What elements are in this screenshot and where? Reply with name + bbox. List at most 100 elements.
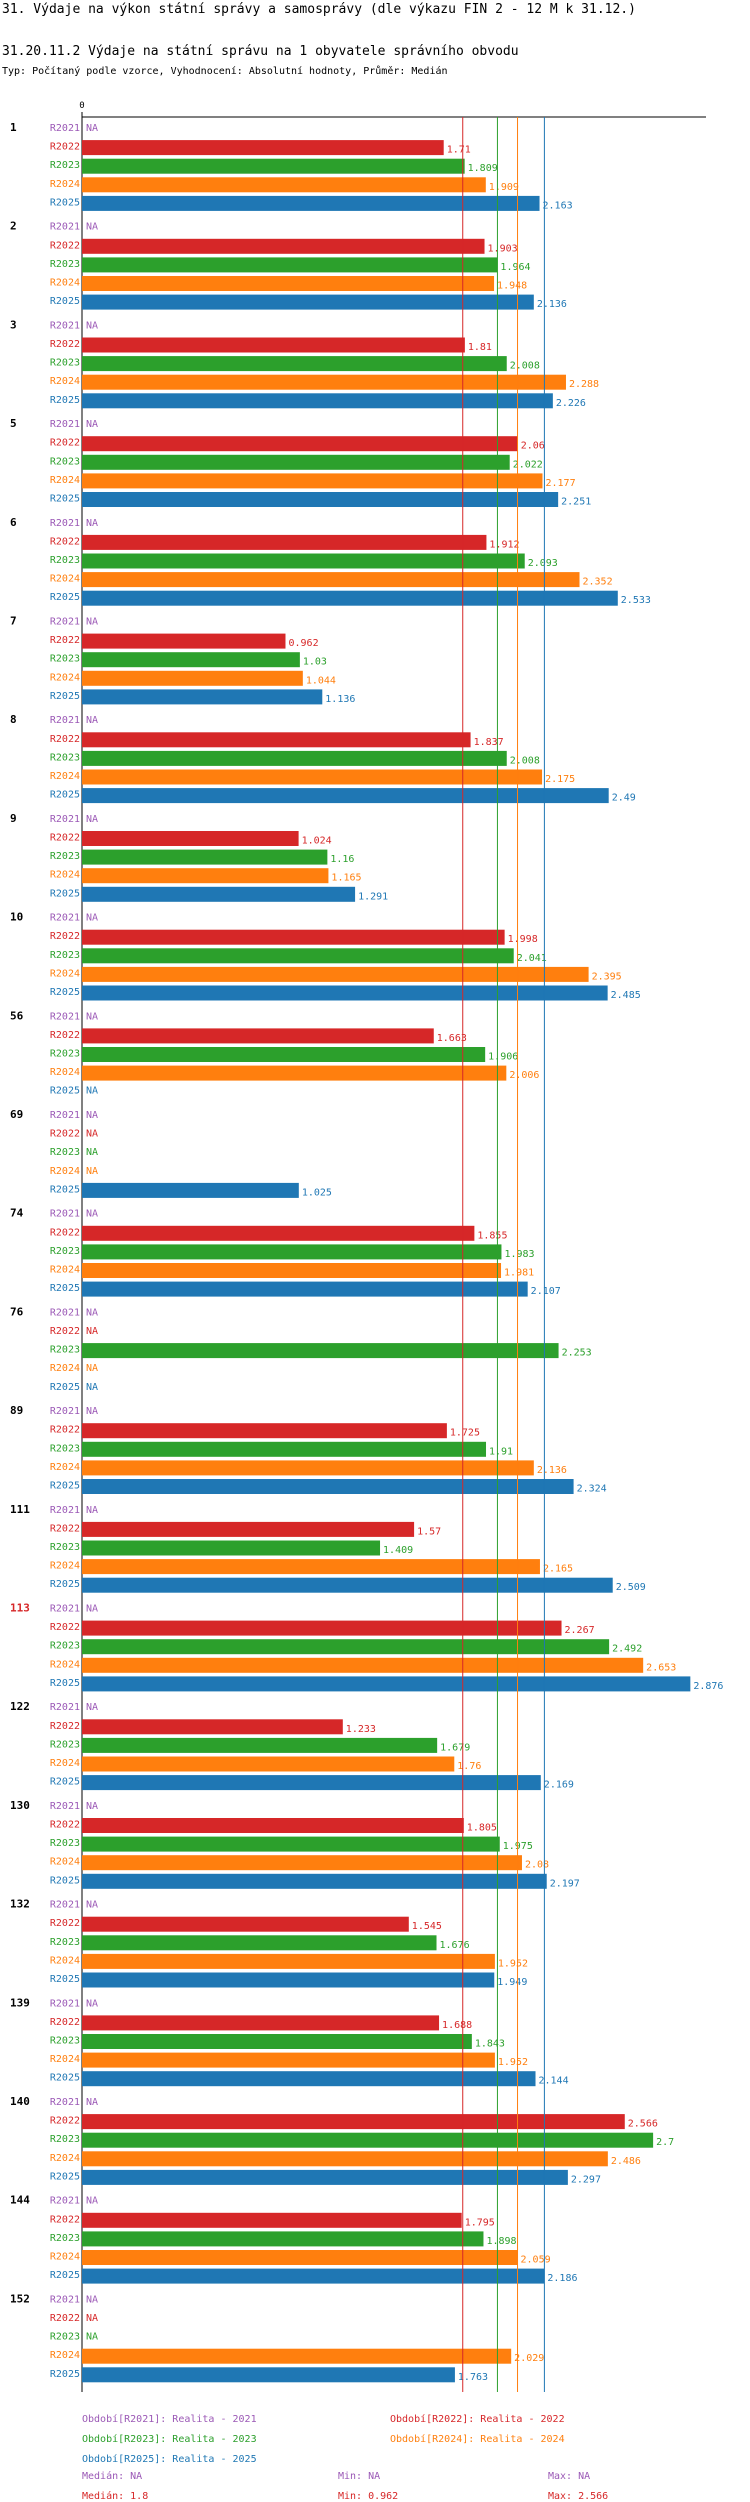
series-label: R2023: [50, 1443, 80, 1454]
bar: [82, 948, 514, 964]
series-label: R2021: [50, 1900, 80, 1911]
data-label: 0.962: [288, 638, 318, 649]
series-label: R2023: [50, 950, 80, 961]
series-label: R2023: [50, 1937, 80, 1948]
na-label: NA: [86, 2196, 98, 2207]
bar: [82, 436, 518, 452]
na-label: NA: [86, 1110, 98, 1121]
series-label: R2021: [50, 1505, 80, 1516]
group-label: 152: [10, 2292, 30, 2305]
series-label: R2021: [50, 1702, 80, 1713]
data-label: 2.486: [611, 2156, 641, 2167]
series-label: R2022: [50, 1326, 80, 1337]
na-label: NA: [86, 1166, 98, 1177]
data-label: 1.545: [412, 1921, 442, 1932]
group-label: 111: [10, 1503, 30, 1516]
series-label: R2021: [50, 617, 80, 628]
data-label: 1.025: [302, 1187, 332, 1198]
series-label: R2022: [50, 339, 80, 350]
series-label: R2023: [50, 1641, 80, 1652]
data-label: 2.492: [612, 1644, 642, 1655]
data-label: 1.233: [346, 1724, 376, 1735]
group-label: 9: [10, 812, 17, 825]
bar: [82, 158, 465, 174]
na-label: NA: [86, 1900, 98, 1911]
series-label: R2023: [50, 456, 80, 467]
series-label: R2024: [50, 475, 80, 486]
series-label: R2021: [50, 913, 80, 924]
series-label: R2023: [50, 555, 80, 566]
data-label: 2.485: [611, 990, 641, 1001]
series-label: R2021: [50, 123, 80, 134]
series-label: R2025: [50, 2369, 80, 2380]
data-label: 1.809: [468, 163, 498, 174]
bar: [82, 1657, 644, 1673]
data-label: 2.06: [521, 441, 545, 452]
series-label: R2023: [50, 851, 80, 862]
series-label: R2023: [50, 1049, 80, 1060]
bar: [82, 788, 609, 804]
bar: [82, 1916, 409, 1932]
series-label: R2025: [50, 1678, 80, 1689]
bar: [82, 1577, 613, 1593]
series-label: R2025: [50, 1481, 80, 1492]
group-label: 130: [10, 1799, 30, 1812]
data-label: 1.952: [498, 1958, 528, 1969]
series-label: R2021: [50, 222, 80, 233]
legend-item: Období[R2022]: Realita - 2022: [390, 2413, 565, 2425]
series-label: R2021: [50, 1011, 80, 1022]
na-label: NA: [86, 1129, 98, 1140]
series-label: R2022: [50, 1227, 80, 1238]
series-label: R2024: [50, 1758, 80, 1769]
stat-median: Medián: NA: [82, 2470, 142, 2482]
bar: [82, 849, 328, 865]
bar: [82, 238, 485, 254]
bar: [82, 2367, 455, 2383]
bar: [82, 2015, 440, 2031]
bar: [82, 2034, 472, 2049]
bar: [82, 1855, 522, 1871]
series-label: R2022: [50, 2313, 80, 2324]
legend-item: Období[R2024]: Realita - 2024: [390, 2433, 565, 2445]
bar: [82, 2132, 654, 2148]
series-label: R2025: [50, 1184, 80, 1195]
bar: [82, 553, 525, 569]
data-label: 2.136: [537, 299, 567, 310]
series-label: R2023: [50, 1246, 80, 1257]
data-label: 1.912: [489, 539, 519, 550]
na-label: NA: [86, 2332, 98, 2343]
series-label: R2023: [50, 2332, 80, 2343]
series-label: R2021: [50, 518, 80, 529]
data-label: 1.676: [440, 1940, 470, 1951]
group-label: 76: [10, 1305, 24, 1318]
bar: [82, 1540, 381, 1556]
series-label: R2022: [50, 142, 80, 153]
data-label: 2.169: [544, 1780, 574, 1791]
data-label: 2.197: [550, 1878, 580, 1889]
series-label: R2022: [50, 438, 80, 449]
series-label: R2024: [50, 1363, 80, 1374]
stat-median: Medián: 1.8: [82, 2490, 148, 2502]
na-label: NA: [86, 2313, 98, 2324]
series-label: R2021: [50, 715, 80, 726]
group-label: 132: [10, 1898, 30, 1911]
bar: [82, 929, 505, 945]
bar: [82, 966, 589, 982]
series-label: R2021: [50, 814, 80, 825]
page-title: 31. Výdaje na výkon státní správy a samo…: [2, 2, 636, 17]
data-label: 2.288: [569, 379, 599, 390]
data-label: 2.006: [509, 1070, 539, 1081]
group-label: 122: [10, 1700, 30, 1713]
data-label: 1.291: [358, 891, 388, 902]
data-label: 1.855: [477, 1230, 507, 1241]
stat-max: Max: 2.566: [548, 2491, 608, 2502]
data-label: 1.16: [330, 854, 354, 865]
series-label: R2022: [50, 833, 80, 844]
data-label: 1.71: [447, 145, 471, 156]
bar: [82, 177, 486, 193]
series-label: R2024: [50, 968, 80, 979]
series-label: R2021: [50, 1604, 80, 1615]
bar: [82, 2268, 545, 2284]
bar: [82, 2231, 484, 2247]
data-label: 1.725: [450, 1428, 480, 1439]
